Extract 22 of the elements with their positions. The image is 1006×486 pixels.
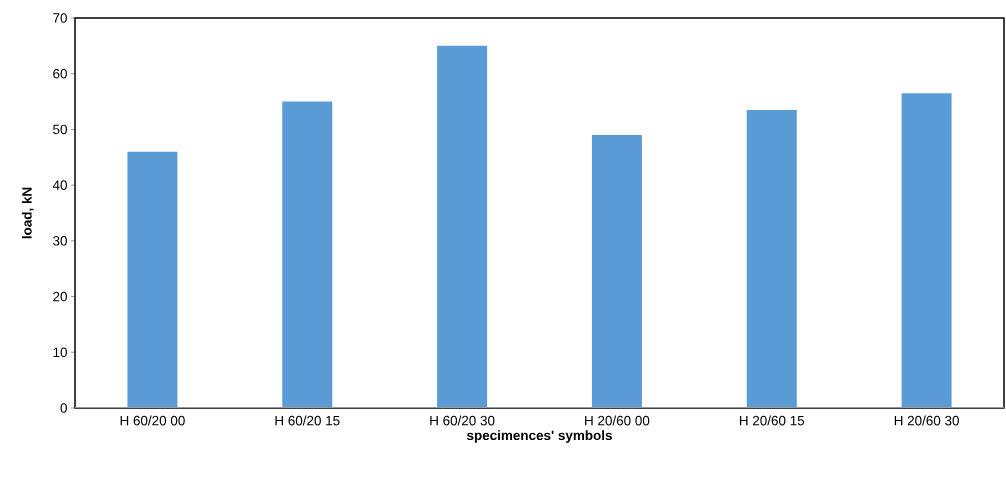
y-tick-label: 10	[53, 347, 67, 358]
y-tick-label: 60	[53, 68, 67, 79]
y-tick-label: 20	[53, 291, 67, 302]
x-tick-label: H 20/60 30	[894, 415, 959, 426]
x-axis-title: specimences' symbols	[466, 430, 612, 443]
bar	[901, 93, 952, 408]
x-tick-label: H 60/20 00	[120, 415, 185, 426]
y-tick-label: 40	[52, 180, 67, 190]
y-tick-label: 70	[53, 13, 67, 23]
x-tick-label: H 60/20 30	[430, 415, 495, 426]
y-tick-label: 0	[60, 403, 67, 413]
x-tick-label: H 20/60 15	[739, 415, 805, 426]
y-tick-label: 30	[53, 236, 67, 246]
x-tick-label: H 20/60 00	[585, 415, 650, 426]
bar	[746, 109, 797, 408]
y-tick-label: 50	[53, 124, 67, 135]
x-tick-label: H 60/20 15	[275, 415, 340, 426]
y-axis-title: load, kN	[21, 187, 34, 239]
bar	[591, 134, 642, 408]
bar	[127, 151, 178, 408]
bar	[282, 101, 333, 408]
bar	[437, 45, 488, 408]
